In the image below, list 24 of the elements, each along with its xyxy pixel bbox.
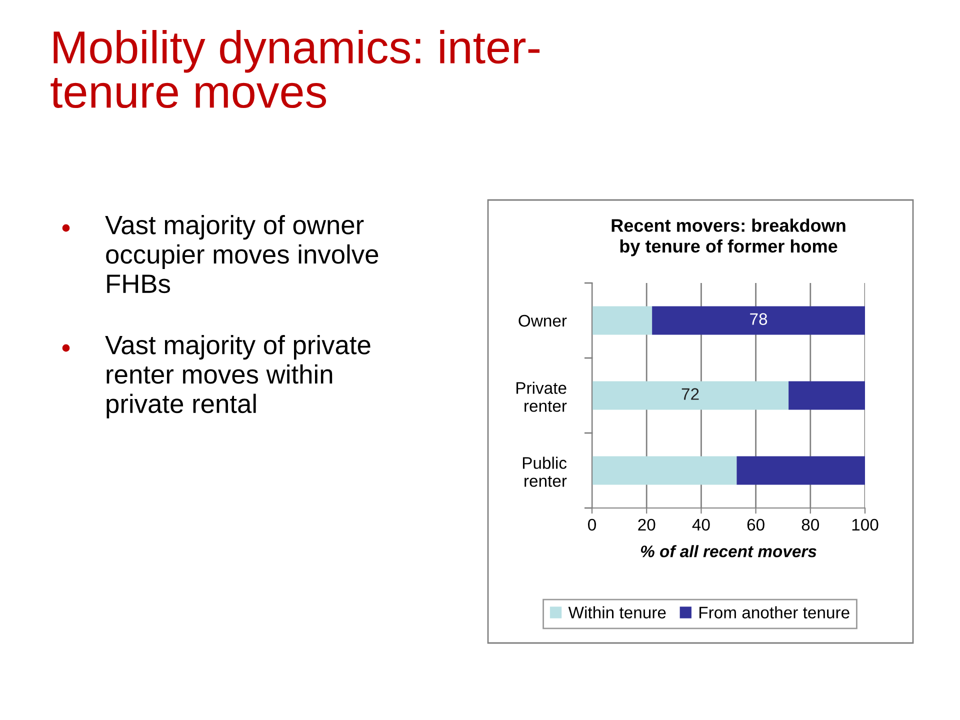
chart-title: Recent movers: breakdown by tenure of former home: [612, 218, 846, 256]
data-label: 72: [682, 388, 699, 400]
legend-label: Within tenure: [568, 606, 666, 618]
x-tick-label: 20: [638, 518, 656, 531]
x-tick-label: 40: [692, 518, 710, 531]
y-tick-label: Public renter: [522, 456, 567, 487]
x-tick-label: 0: [588, 518, 596, 531]
x-tick-label: 100: [852, 518, 878, 531]
legend-label: From another tenure: [700, 606, 850, 618]
x-axis-title: % of all recent movers: [640, 545, 816, 558]
data-label: 78: [750, 313, 768, 325]
bar: [592, 381, 789, 410]
y-tick-label: Private renter: [516, 382, 567, 412]
bar: [736, 456, 865, 485]
x-tick-label: 80: [802, 518, 820, 531]
text: Vast majority of owner occupier moves involve FHBs: [105, 215, 378, 294]
bar: [592, 456, 737, 485]
bar: [788, 381, 865, 410]
x-tick-label: 60: [747, 518, 764, 531]
bar: [652, 306, 865, 335]
y-tick-label: Owner: [518, 314, 567, 327]
text: Mobility dynamics: inter- tenure moves: [50, 30, 540, 108]
text: Vast majority of private renter moves within private rental: [105, 335, 370, 418]
bar: [592, 306, 652, 335]
